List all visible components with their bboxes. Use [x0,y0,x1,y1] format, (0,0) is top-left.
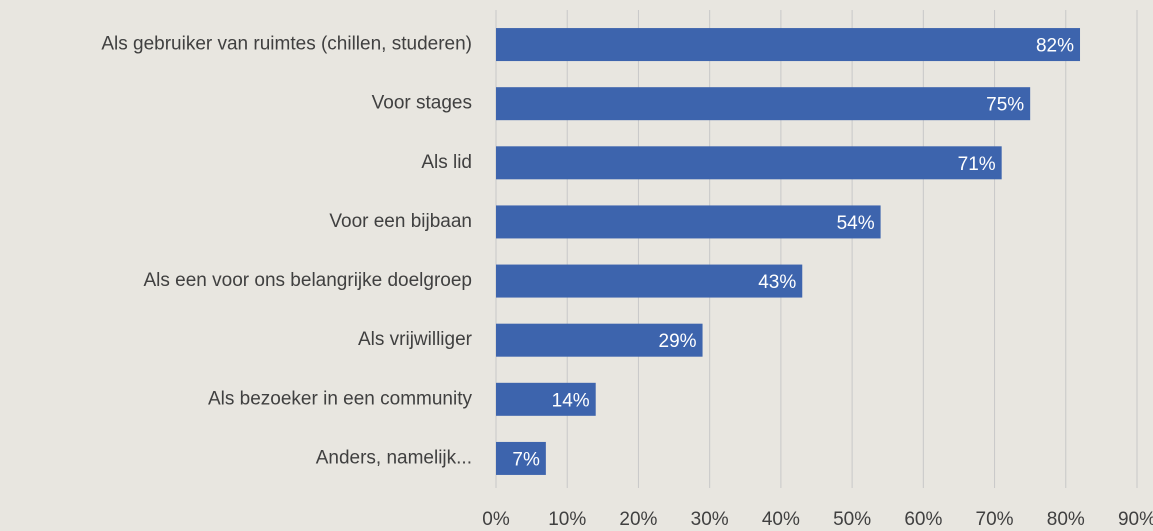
y-tick-label: Voor een bijbaan [329,211,472,232]
data-label: 7% [512,449,540,470]
y-tick-label: Als gebruiker van ruimtes (chillen, stud… [101,34,472,55]
data-label: 75% [986,95,1024,116]
bar [496,146,1002,180]
bar [496,87,1031,121]
x-tick-label: 0% [482,509,510,530]
x-tick-label: 10% [548,509,586,530]
bar [496,264,803,298]
y-tick-label: Als bezoeker in een community [208,388,473,409]
x-tick-label: 20% [619,509,657,530]
x-tick-label: 50% [833,509,871,530]
data-label: 82% [1036,36,1074,57]
y-tick-label: Als vrijwilliger [358,329,473,350]
x-tick-label: 40% [762,509,800,530]
x-tick-label: 30% [691,509,729,530]
bar [496,28,1081,62]
bar [496,441,546,475]
data-label: 14% [552,390,590,411]
x-tick-label: 80% [1047,509,1085,530]
y-tick-label: Als een voor ons belangrijke doelgroep [144,270,473,291]
x-tick-label: 90% [1118,509,1153,530]
y-tick-label: Als lid [421,152,472,173]
y-tick-label: Voor stages [372,93,472,114]
bar [496,323,703,357]
bar [496,382,596,416]
data-label: 54% [837,213,875,234]
x-tick-label: 70% [976,509,1014,530]
data-label: 71% [958,154,996,175]
data-label: 29% [659,331,697,352]
data-label: 43% [758,272,796,293]
x-tick-label: 60% [904,509,942,530]
bar [496,205,881,239]
y-tick-label: Anders, namelijk... [316,447,472,468]
